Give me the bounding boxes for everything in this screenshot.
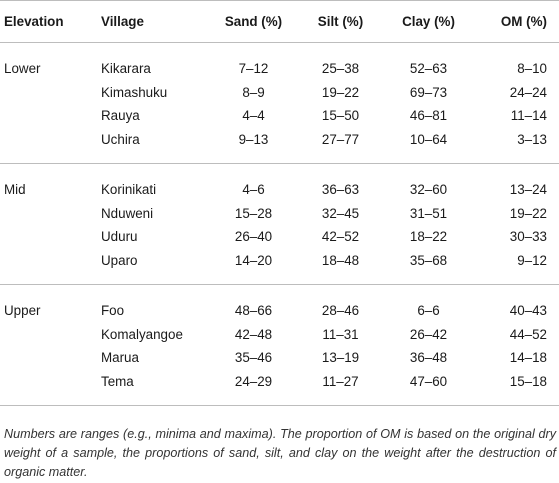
- sand-cell: 14–20: [210, 248, 297, 285]
- table-row: Rauya 4–4 15–50 46–81 11–14: [0, 104, 559, 128]
- silt-cell: 25–38: [321, 61, 360, 77]
- om-cell: 30–33: [509, 229, 547, 245]
- header-row: Elevation Village Sand (%) Silt (%) Clay…: [0, 0, 559, 43]
- silt-cell: 19–22: [321, 84, 360, 100]
- table-footnote: Numbers are ranges (e.g., minima and max…: [4, 427, 556, 479]
- silt-cell: 27–77: [297, 127, 384, 164]
- table-row: Upper Foo 48–66 28–46 6–6 40–43: [0, 285, 559, 323]
- village-cell: Nduweni: [101, 205, 154, 221]
- village-cell: Uchira: [91, 127, 210, 164]
- om-cell: 13–24: [509, 182, 547, 198]
- village-cell: Kimashuku: [101, 84, 168, 100]
- om-cell: 24–24: [509, 84, 547, 100]
- om-cell: 15–18: [473, 369, 559, 406]
- silt-cell: 36–63: [321, 182, 360, 198]
- om-cell: 44–52: [509, 326, 547, 342]
- clay-cell: 6–6: [417, 303, 440, 319]
- village-cell: Foo: [101, 303, 125, 319]
- sand-cell: 8–9: [242, 84, 265, 100]
- village-cell: Rauya: [101, 108, 140, 124]
- silt-cell: 11–31: [322, 326, 359, 342]
- elevation-cell: [0, 104, 91, 128]
- silt-cell: 32–45: [321, 205, 360, 221]
- elevation-cell: [0, 81, 91, 105]
- silt-cell: 28–46: [321, 303, 360, 319]
- silt-cell: 42–52: [321, 229, 360, 245]
- om-cell: 40–43: [509, 303, 547, 319]
- table-body: Lower Kikarara 7–12 25–38 52–63 8–10 Kim…: [0, 43, 559, 406]
- elevation-cell: [0, 127, 91, 164]
- sand-cell: 7–12: [238, 61, 269, 77]
- elevation-cell: [0, 225, 91, 249]
- silt-cell: 15–50: [321, 108, 360, 124]
- table-row: Mid Korinikati 4–6 36–63 32–60 13–24: [0, 164, 559, 202]
- om-cell: 19–22: [509, 205, 547, 221]
- header-sand: Sand (%): [210, 0, 297, 43]
- header-om: OM (%): [473, 0, 559, 43]
- table-row: Lower Kikarara 7–12 25–38 52–63 8–10: [0, 43, 559, 81]
- table-row: Komalyangoe 42–48 11–31 26–42 44–52: [0, 323, 559, 347]
- elevation-cell: Mid: [4, 182, 26, 198]
- silt-cell: 18–48: [297, 248, 384, 285]
- elevation-cell: [0, 369, 91, 406]
- elevation-cell: [0, 323, 91, 347]
- sand-cell: 42–48: [234, 326, 273, 342]
- sand-cell: 4–4: [242, 108, 265, 124]
- sand-cell: 15–28: [234, 205, 273, 221]
- table-header: Elevation Village Sand (%) Silt (%) Clay…: [0, 0, 559, 43]
- table-row: Nduweni 15–28 32–45 31–51 19–22: [0, 202, 559, 226]
- table-row: Tema 24–29 11–27 47–60 15–18: [0, 369, 559, 406]
- table-row: Uparo 14–20 18–48 35–68 9–12: [0, 248, 559, 285]
- village-cell: Kikarara: [101, 61, 151, 77]
- village-cell: Uparo: [91, 248, 210, 285]
- village-cell: Korinikati: [101, 182, 157, 198]
- header-clay: Clay (%): [384, 0, 473, 43]
- clay-cell: 36–48: [409, 350, 448, 366]
- om-cell: 14–18: [509, 350, 547, 366]
- clay-cell: 32–60: [409, 182, 448, 198]
- table-row: Uchira 9–13 27–77 10–64 3–13: [0, 127, 559, 164]
- clay-cell: 47–60: [384, 369, 473, 406]
- om-cell: 11–14: [510, 108, 547, 124]
- clay-cell: 35–68: [384, 248, 473, 285]
- header-village: Village: [91, 0, 210, 43]
- om-cell: 9–12: [473, 248, 559, 285]
- village-cell: Uduru: [101, 229, 138, 245]
- silt-cell: 11–27: [297, 369, 384, 406]
- table-row: Marua 35–46 13–19 36–48 14–18: [0, 346, 559, 370]
- clay-cell: 46–81: [409, 108, 448, 124]
- sand-cell: 26–40: [234, 229, 273, 245]
- clay-cell: 52–63: [409, 61, 448, 77]
- village-cell: Tema: [91, 369, 210, 406]
- sand-cell: 35–46: [234, 350, 273, 366]
- sand-cell: 24–29: [210, 369, 297, 406]
- elevation-cell: Lower: [4, 61, 41, 77]
- header-elevation: Elevation: [0, 0, 91, 43]
- soil-texture-table-container: Elevation Village Sand (%) Silt (%) Clay…: [0, 0, 559, 406]
- clay-cell: 18–22: [409, 229, 448, 245]
- elevation-cell: [0, 248, 91, 285]
- soil-texture-table: Elevation Village Sand (%) Silt (%) Clay…: [0, 0, 559, 406]
- sand-cell: 9–13: [210, 127, 297, 164]
- header-silt: Silt (%): [297, 0, 384, 43]
- om-cell: 3–13: [473, 127, 559, 164]
- table-row: Uduru 26–40 42–52 18–22 30–33: [0, 225, 559, 249]
- village-cell: Marua: [101, 350, 139, 366]
- clay-cell: 10–64: [384, 127, 473, 164]
- sand-cell: 4–6: [242, 182, 265, 198]
- clay-cell: 31–51: [409, 205, 448, 221]
- om-cell: 8–10: [517, 61, 547, 77]
- clay-cell: 69–73: [409, 84, 448, 100]
- elevation-cell: Upper: [4, 303, 41, 319]
- silt-cell: 13–19: [321, 350, 360, 366]
- sand-cell: 48–66: [234, 303, 273, 319]
- elevation-cell: [0, 202, 91, 226]
- elevation-cell: [0, 346, 91, 370]
- village-cell: Komalyangoe: [101, 326, 183, 342]
- table-row: Kimashuku 8–9 19–22 69–73 24–24: [0, 81, 559, 105]
- clay-cell: 26–42: [409, 326, 448, 342]
